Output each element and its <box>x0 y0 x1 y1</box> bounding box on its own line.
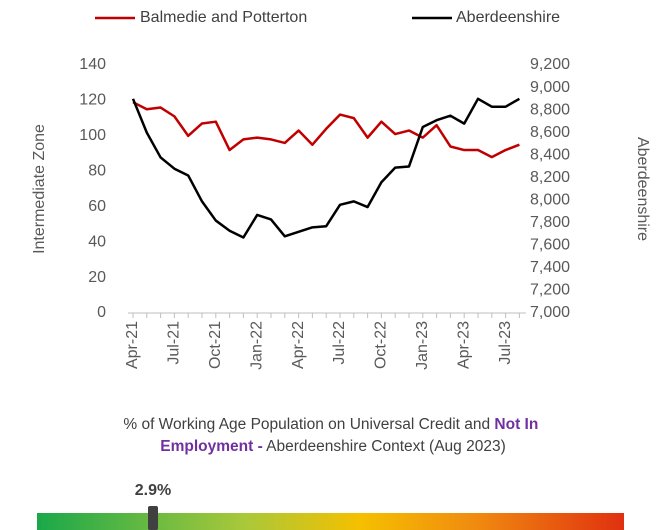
x-tick-label: Apr-22 <box>290 321 307 369</box>
x-tick-label: Oct-21 <box>207 321 224 369</box>
x-tick-label: Jan-23 <box>414 321 431 370</box>
gauge-title-start: % of Working Age Population on Universal… <box>123 416 494 433</box>
y2-tick-label: 8,400 <box>530 146 570 163</box>
y2-tick-label: 8,800 <box>530 101 570 118</box>
y-tick-label: 20 <box>88 269 106 286</box>
y-tick-label: 40 <box>88 233 106 250</box>
series-line <box>131 97 521 239</box>
x-tick-label: Jul-22 <box>331 321 348 365</box>
gauge-bar <box>37 513 624 530</box>
legend-label: Balmedie and Potterton <box>140 9 307 26</box>
x-tick-label: Jul-23 <box>497 321 514 365</box>
y2-tick-label: 9,200 <box>530 56 570 73</box>
x-tick-label: Apr-21 <box>124 321 141 369</box>
y2-tick-label: 7,200 <box>530 282 570 299</box>
x-tick-label: Jan-22 <box>248 321 265 370</box>
series-line <box>132 101 520 159</box>
legend-label: Aberdeenshire <box>456 9 560 26</box>
y2-tick-label: 8,000 <box>530 191 570 208</box>
y-tick-label: 120 <box>79 92 106 109</box>
y2-tick-label: 9,000 <box>530 79 570 96</box>
y-tick-label: 0 <box>97 304 106 321</box>
gauge-title-emphasis: Not In Employment - <box>160 416 542 455</box>
y2-tick-label: 7,600 <box>530 237 570 254</box>
y2-tick-label: 7,400 <box>530 259 570 276</box>
y-axis-title: Intermediate Zone <box>31 124 48 254</box>
y-tick-label: 100 <box>79 127 106 144</box>
gauge-title-end: Aberdeenshire Context (Aug 2023) <box>263 438 506 455</box>
gauge-title: % of Working Age Population on Universal… <box>123 416 542 455</box>
x-tick-label: Oct-22 <box>373 321 390 369</box>
y2-tick-label: 7,800 <box>530 214 570 231</box>
y2-tick-label: 8,600 <box>530 124 570 141</box>
y2-tick-label: 7,000 <box>530 304 570 321</box>
y2-axis-title: Aberdeenshire <box>634 137 651 241</box>
gauge-value-label: 2.9% <box>135 482 171 499</box>
x-tick-label: Jul-21 <box>166 321 183 365</box>
x-tick-label: Apr-23 <box>455 321 472 369</box>
y-tick-label: 80 <box>88 163 106 180</box>
y-tick-label: 60 <box>88 198 106 215</box>
y-tick-label: 140 <box>79 56 106 73</box>
y2-tick-label: 8,200 <box>530 169 570 186</box>
gauge-marker <box>148 506 158 530</box>
